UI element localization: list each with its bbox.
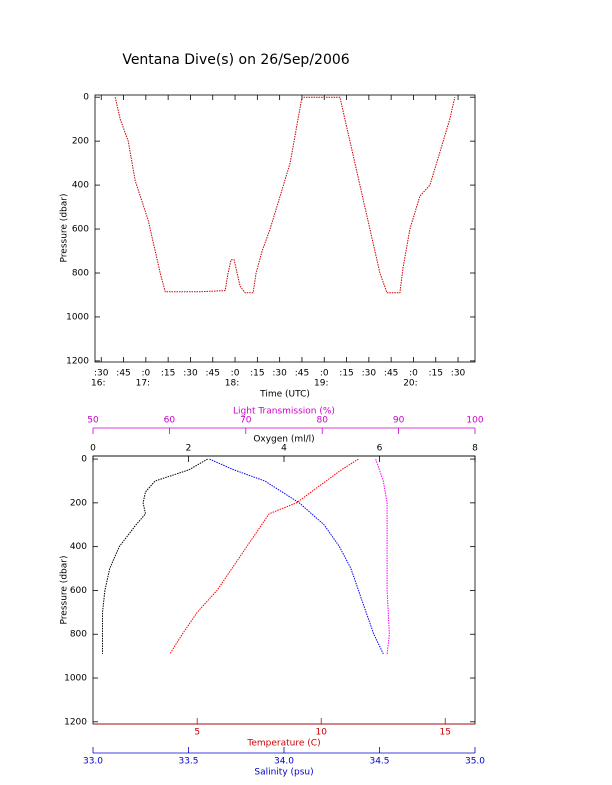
x-tick-label: 100 <box>466 416 483 426</box>
plot-frame <box>92 455 476 725</box>
profile-line <box>102 458 208 654</box>
x-tick-label: 33.5 <box>178 757 198 767</box>
x-tick-label: :15 <box>339 369 353 379</box>
x-tick-label: :0 <box>409 369 418 379</box>
x-tick-label: :45 <box>116 369 130 379</box>
x-axis-label: Light Transmission (%) <box>233 407 335 417</box>
y-tick-label: 1200 <box>64 717 87 727</box>
plot-frame <box>94 94 476 363</box>
x-tick-hour-label: 20: <box>403 379 417 389</box>
x-tick-label: 0 <box>90 444 96 454</box>
y-tick-label: 0 <box>83 93 89 103</box>
x-tick-label: 33.0 <box>83 757 103 767</box>
x-tick-label: 70 <box>240 416 252 426</box>
x-tick-label: 60 <box>164 416 176 426</box>
x-axis-label: Oxygen (ml/l) <box>253 435 314 445</box>
y-tick-label: 1200 <box>66 356 89 366</box>
x-tick-label: :0 <box>141 369 150 379</box>
x-tick-label: :15 <box>161 369 175 379</box>
chart-title: Ventana Dive(s) on 26/Sep/2006 <box>122 52 349 68</box>
x-tick-label: 34.0 <box>274 757 294 767</box>
x-axis-label: Temperature (C) <box>246 739 320 749</box>
x-tick-label: :45 <box>206 369 220 379</box>
x-tick-label: :30 <box>94 369 109 379</box>
y-tick-label: 800 <box>70 630 87 640</box>
x-tick-hour-label: 16: <box>91 379 105 389</box>
x-tick-label: 8 <box>472 444 478 454</box>
y-tick-label: 1000 <box>66 312 89 322</box>
y-tick-label: 400 <box>72 181 89 191</box>
profile-line <box>209 458 384 655</box>
x-tick-label: 10 <box>315 728 327 738</box>
x-tick-label: :30 <box>362 369 377 379</box>
y-tick-label: 800 <box>72 269 89 279</box>
y-tick-label: 1000 <box>64 674 87 684</box>
x-tick-label: :30 <box>183 369 198 379</box>
x-tick-label: 35.0 <box>465 757 485 767</box>
x-tick-label: 4 <box>281 444 287 454</box>
y-axis-label: Pressure (dbar) <box>60 194 70 263</box>
x-tick-label: 2 <box>186 444 192 454</box>
y-tick-label: 200 <box>70 498 87 508</box>
x-tick-label: 34.5 <box>369 757 389 767</box>
x-tick-label: :15 <box>429 369 443 379</box>
pressure-line <box>114 96 456 294</box>
y-axis-label: Pressure (dbar) <box>60 556 70 625</box>
x-tick-label: :0 <box>231 369 240 379</box>
x-tick-label: :45 <box>295 369 309 379</box>
x-tick-hour-label: 17: <box>136 379 150 389</box>
x-tick-label: 50 <box>87 416 99 426</box>
x-tick-label: 90 <box>393 416 405 426</box>
y-tick-label: 400 <box>70 542 87 552</box>
x-tick-label: 15 <box>440 728 451 738</box>
x-tick-hour-label: 19: <box>314 379 328 389</box>
x-tick-label: 5 <box>194 728 200 738</box>
x-tick-label: :0 <box>320 369 329 379</box>
y-tick-label: 200 <box>72 137 89 147</box>
y-tick-label: 0 <box>81 455 87 465</box>
x-tick-label: :45 <box>384 369 398 379</box>
x-tick-label: :30 <box>451 369 466 379</box>
x-tick-label: 80 <box>316 416 328 426</box>
y-tick-label: 600 <box>70 586 87 596</box>
x-tick-hour-label: 18: <box>225 379 239 389</box>
profile-line <box>169 458 359 655</box>
x-axis-label: Time (UTC) <box>259 390 310 400</box>
x-tick-label: :15 <box>250 369 264 379</box>
x-tick-label: 6 <box>377 444 383 454</box>
y-tick-label: 600 <box>72 225 89 235</box>
x-tick-label: :30 <box>272 369 287 379</box>
x-axis-label: Salinity (psu) <box>254 768 313 778</box>
profile-line <box>375 458 390 654</box>
